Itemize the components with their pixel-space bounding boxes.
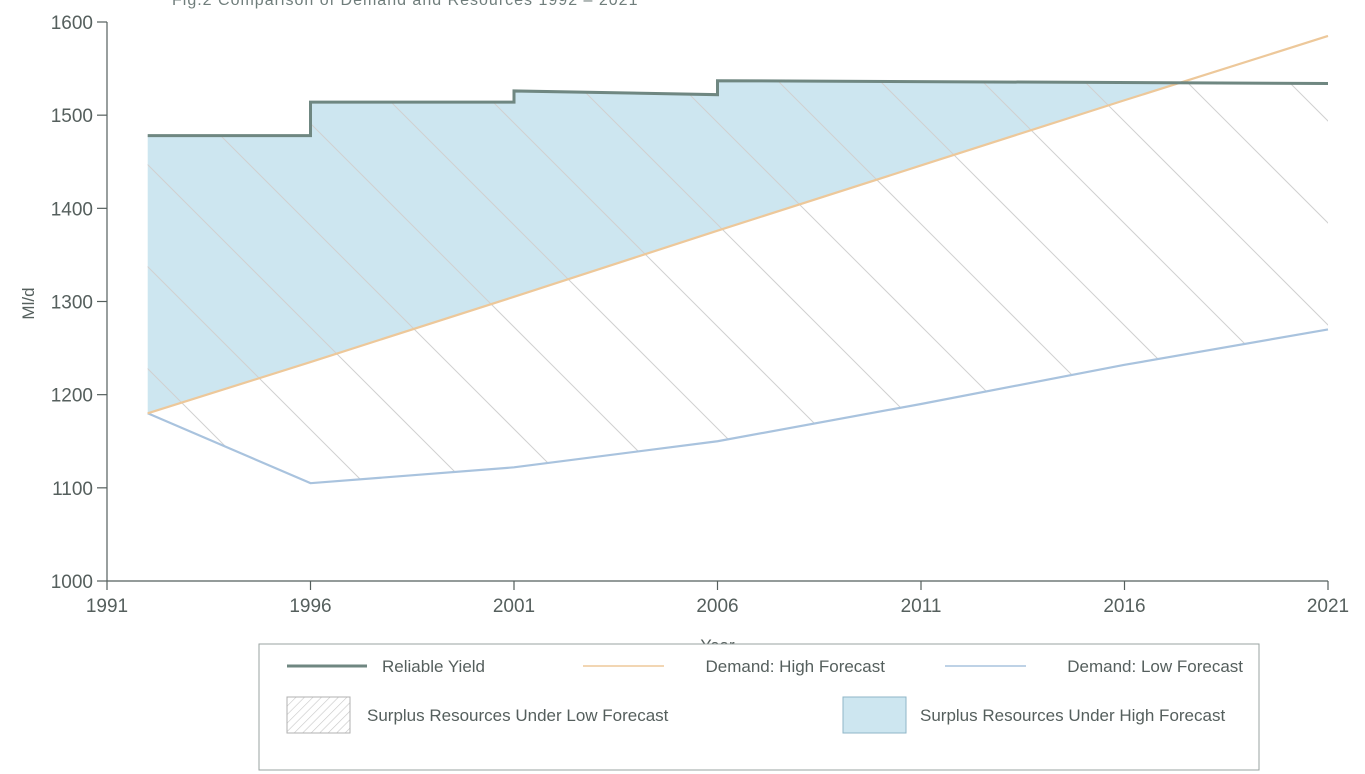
legend-box: [258, 643, 1260, 771]
hatch-line: [820, 80, 1329, 484]
hatch-line: [147, 80, 566, 484]
legend-swatch-low-surplus: [286, 696, 351, 734]
x-tick-label: 2006: [696, 596, 738, 617]
surplus-high-forecast-area: [147, 80, 1180, 414]
y-tick-label: 1400: [51, 199, 93, 220]
hatch-line: [1024, 80, 1329, 484]
series-line-low-forecast: [147, 328, 1329, 485]
chart-title: Fig.2 Comparison of Demand and Resources…: [172, 0, 639, 9]
hatch-line: [718, 80, 1280, 484]
hatch-line: [1228, 80, 1329, 484]
hatch-line: [616, 80, 1178, 484]
y-tick-label: 1500: [51, 106, 93, 127]
legend-item-high-forecast-label: Demand: High Forecast: [705, 657, 885, 676]
x-tick-label: 2016: [1103, 596, 1145, 617]
y-tick-label: 1000: [51, 572, 93, 593]
hatch-line: [147, 80, 464, 484]
y-tick-label: 1200: [51, 386, 93, 407]
hatch-line: [310, 80, 872, 484]
x-tick-label: 1996: [289, 596, 331, 617]
hatch-line: [1331, 22, 1365, 582]
hatch-line: [1126, 80, 1329, 484]
legend-swatch-high-surplus: [842, 696, 907, 734]
y-tick-label: 1300: [51, 293, 93, 314]
legend-label-low-surplus: Surplus Resources Under Low Forecast: [367, 706, 669, 725]
legend-item-low-forecast-label: Demand: Low Forecast: [1067, 657, 1243, 676]
legend-label-high-surplus: Surplus Resources Under High Forecast: [920, 706, 1225, 725]
legend-item-reliable-yield-label: Reliable Yield: [382, 657, 485, 676]
x-tick-label: 2001: [493, 596, 535, 617]
hatch-line: [922, 80, 1329, 484]
x-tick-label: 2011: [901, 596, 942, 617]
y-tick-label: 1100: [52, 479, 93, 500]
series-line-reliable-yield: [147, 79, 1329, 138]
hatch-line: [412, 80, 974, 484]
y-tick-label: 1600: [51, 13, 93, 34]
hatch-line: [514, 80, 1076, 484]
x-tick-label: 2021: [1307, 596, 1349, 617]
series-line-high-forecast: [147, 34, 1329, 415]
y-axis-title: Ml/d: [19, 287, 38, 319]
x-tick-label: 1991: [86, 596, 128, 617]
